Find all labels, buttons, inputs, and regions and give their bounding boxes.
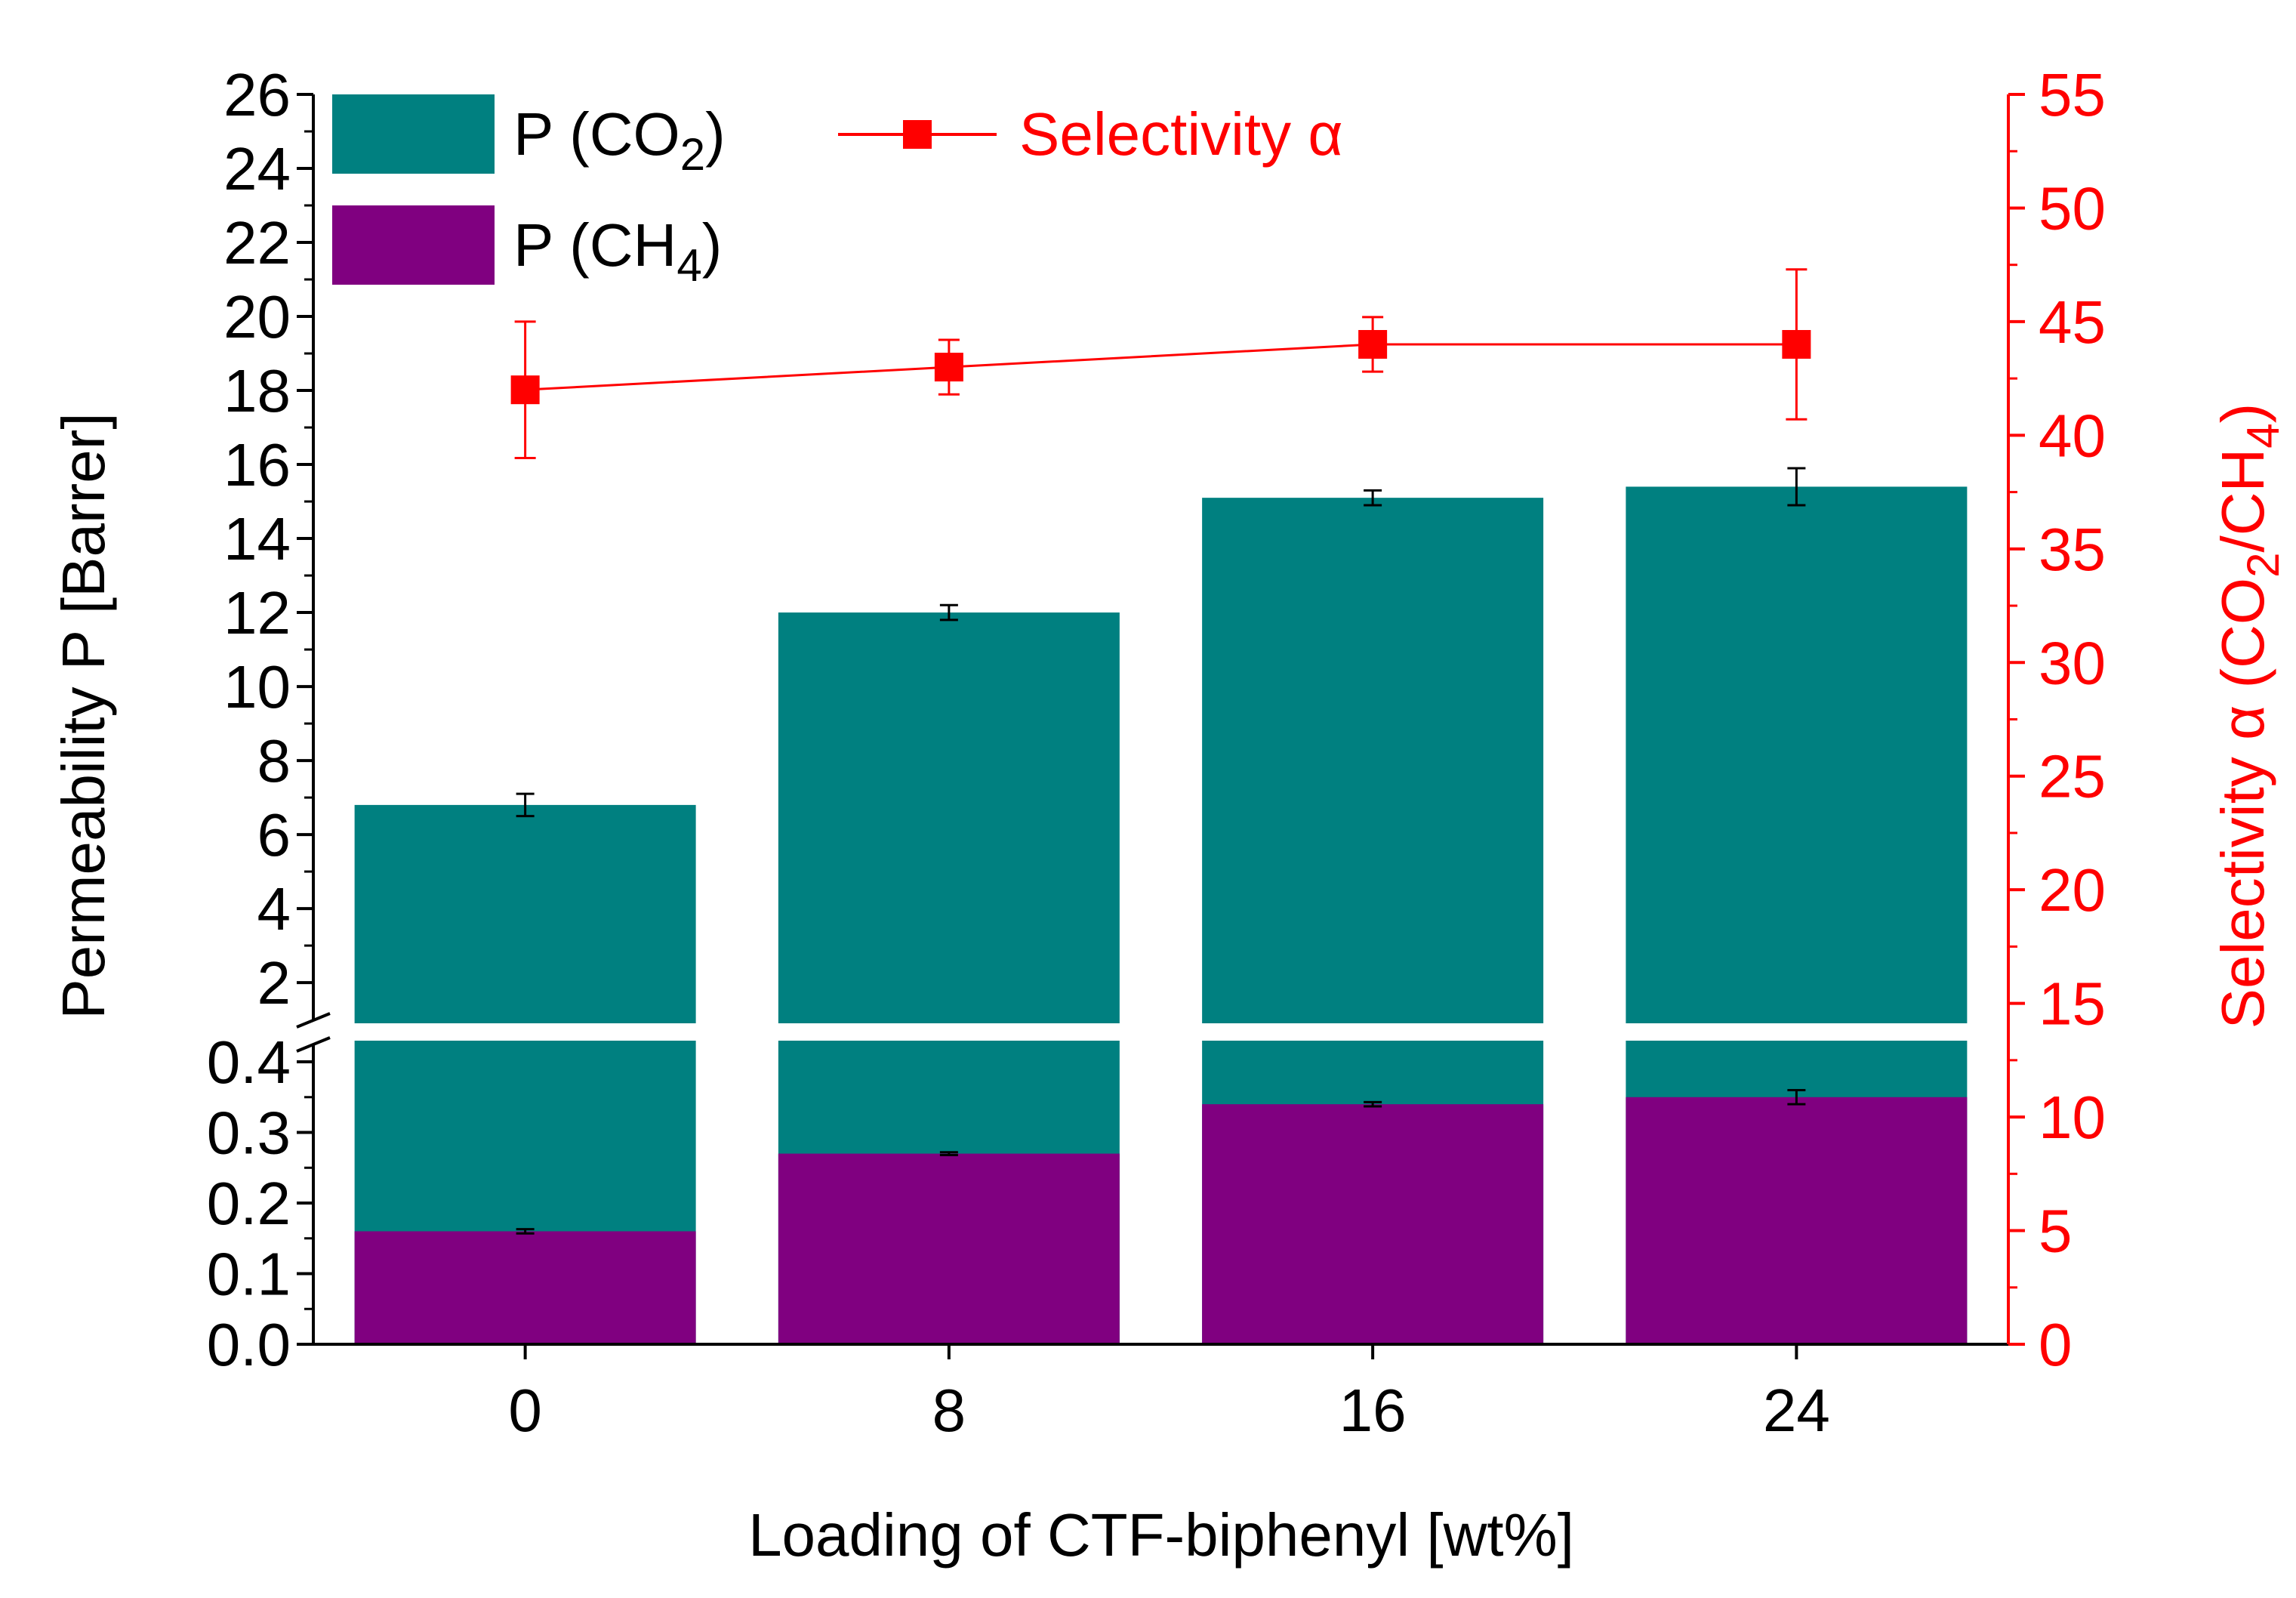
selectivity-point: [934, 353, 963, 382]
x-tick-label: 16: [1339, 1377, 1407, 1444]
y2-tick-label: 50: [2039, 174, 2106, 242]
y2-tick-label: 10: [2039, 1084, 2106, 1151]
y-tick-label-lower: 0.3: [207, 1100, 291, 1167]
y-tick-label-upper: 24: [223, 135, 291, 202]
x-tick-label: 24: [1763, 1377, 1830, 1444]
y-tick-label-upper: 10: [223, 653, 291, 720]
legend-label-ch4: P (CH4): [513, 211, 722, 291]
legend-label-selectivity: Selectivity α: [1019, 100, 1343, 168]
x-tick-label: 8: [932, 1377, 966, 1444]
bar-co2-upper: [1626, 486, 1968, 1023]
bars-layer: [354, 486, 1968, 1344]
error-bars-layer: [514, 268, 1808, 1235]
bar-co2-upper: [778, 612, 1120, 1023]
legend-swatch-ch4: [332, 205, 495, 285]
legend: P (CO2) P (CH4) Selectivity α: [332, 94, 1343, 291]
y-tick-label-upper: 12: [223, 579, 291, 646]
y2-tick-label: 15: [2039, 970, 2106, 1038]
y-tick-label-upper: 6: [257, 801, 291, 868]
bar-co2-upper: [1202, 498, 1544, 1023]
y2-tick-label: 20: [2039, 856, 2106, 924]
selectivity-line-layer: [510, 330, 1811, 405]
y2-tick-label: 5: [2039, 1198, 2073, 1265]
bar-ch4: [778, 1153, 1120, 1344]
y2-tick-label: 45: [2039, 288, 2106, 356]
selectivity-point: [1358, 330, 1388, 359]
legend-label-co2: P (CO2): [513, 100, 726, 180]
legend-swatch-co2: [332, 94, 495, 174]
legend-marker-selectivity: [903, 120, 932, 149]
selectivity-point: [510, 375, 540, 405]
y-axis-break-mark: [296, 1036, 331, 1053]
y2-tick-label: 0: [2039, 1311, 2073, 1378]
bar-ch4: [1626, 1097, 1968, 1344]
y2-axis-label: Selectivity α (CO2/CH4): [2209, 403, 2288, 1029]
y-axis-label: Permeability P [Barrer]: [50, 412, 117, 1019]
selectivity-point: [1782, 330, 1811, 359]
y-tick-label-upper: 18: [223, 357, 291, 424]
y2-tick-label: 55: [2039, 61, 2106, 128]
y2-tick-label: 30: [2039, 629, 2106, 696]
y-tick-label-upper: 20: [223, 283, 291, 350]
bar-co2-upper: [354, 804, 696, 1023]
y-tick-label-lower: 0.0: [207, 1311, 291, 1378]
x-axis-label: Loading of CTF-biphenyl [wt%]: [748, 1501, 1574, 1569]
y-tick-label-upper: 16: [223, 431, 291, 498]
y-tick-label-upper: 8: [257, 727, 291, 794]
y-tick-label-upper: 14: [223, 505, 291, 572]
y2-tick-label: 25: [2039, 743, 2106, 810]
selectivity-line: [525, 343, 1797, 391]
ticks-layer: 0 8 16 240.00.10.20.30.42468101214161820222…: [207, 61, 2106, 1444]
y-tick-label-upper: 4: [257, 875, 291, 942]
bar-ch4: [354, 1231, 696, 1344]
y-tick-label-upper: 22: [223, 209, 291, 276]
y-tick-label-lower: 0.1: [207, 1241, 291, 1308]
x-tick-label: 0: [508, 1377, 542, 1444]
y-axis-break-mark: [296, 1012, 331, 1029]
bar-ch4: [1202, 1104, 1544, 1344]
y2-tick-label: 35: [2039, 516, 2106, 583]
y-tick-label-lower: 0.2: [207, 1170, 291, 1237]
y-tick-label-lower: 0.4: [207, 1029, 291, 1096]
y2-tick-label: 40: [2039, 402, 2106, 469]
y-tick-label-upper: 2: [257, 949, 291, 1016]
y-tick-label-upper: 26: [223, 61, 291, 128]
